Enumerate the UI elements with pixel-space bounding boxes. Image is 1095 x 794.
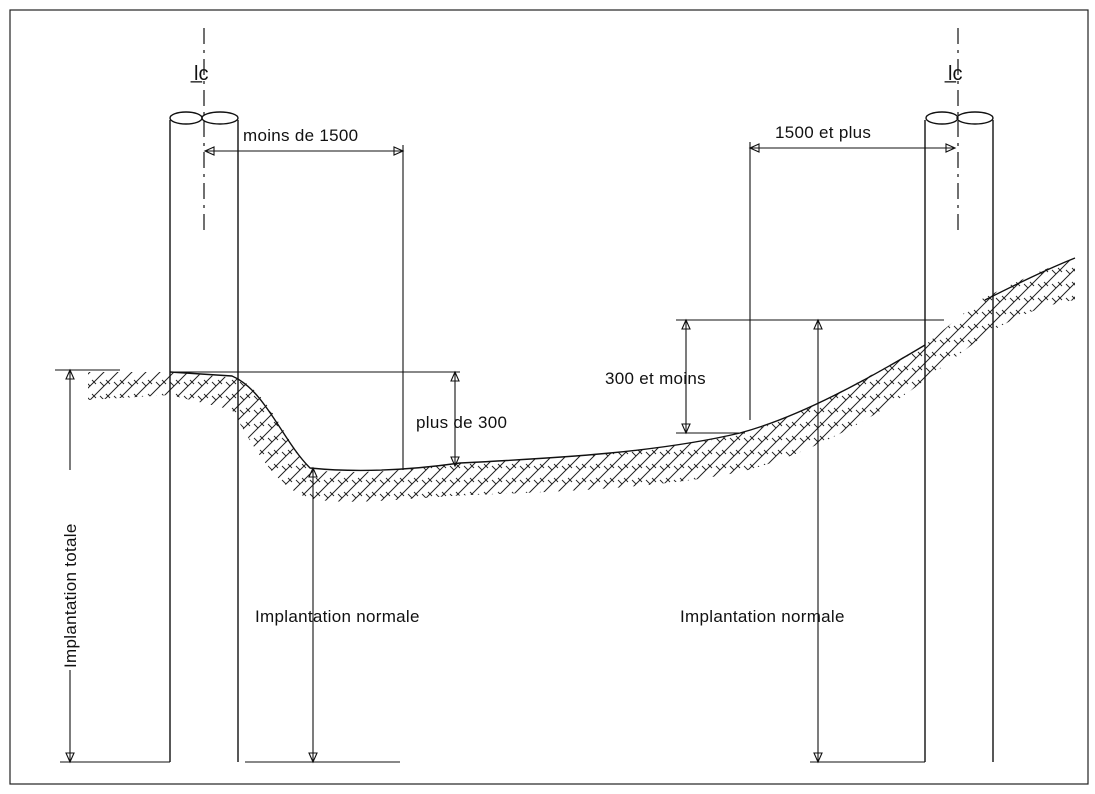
ground-surface [169,344,926,472]
ground-surface-right [984,257,1076,301]
right-pole [924,28,994,762]
centerline-label-left: l̲c [190,63,208,85]
dim-implantation-normale-right: Implantation normale [680,318,925,764]
dim-plus-de-300: plus de 300 [170,370,507,468]
dim-moins-de-1500: moins de 1500 [203,126,405,470]
label-implantation-normale-right: Implantation normale [680,607,845,626]
ground-hatch [88,258,1075,502]
dim-implantation-totale: Implantation totale [55,368,170,764]
dim-300-et-moins: 300 et moins [605,318,944,435]
label-implantation-normale-left: Implantation normale [255,607,420,626]
label-300-et-moins: 300 et moins [605,369,706,388]
centerline-label-right: l̲c [944,63,962,85]
dim-1500-et-plus: 1500 et plus [748,123,957,420]
label-plus-de-300: plus de 300 [416,413,507,432]
label-moins-de-1500: moins de 1500 [243,126,358,145]
label-1500-et-plus: 1500 et plus [775,123,871,142]
label-implantation-totale: Implantation totale [61,523,80,668]
frame-border [9,9,1089,785]
left-pole [169,28,239,762]
dim-implantation-normale-left: Implantation normale [245,466,420,764]
